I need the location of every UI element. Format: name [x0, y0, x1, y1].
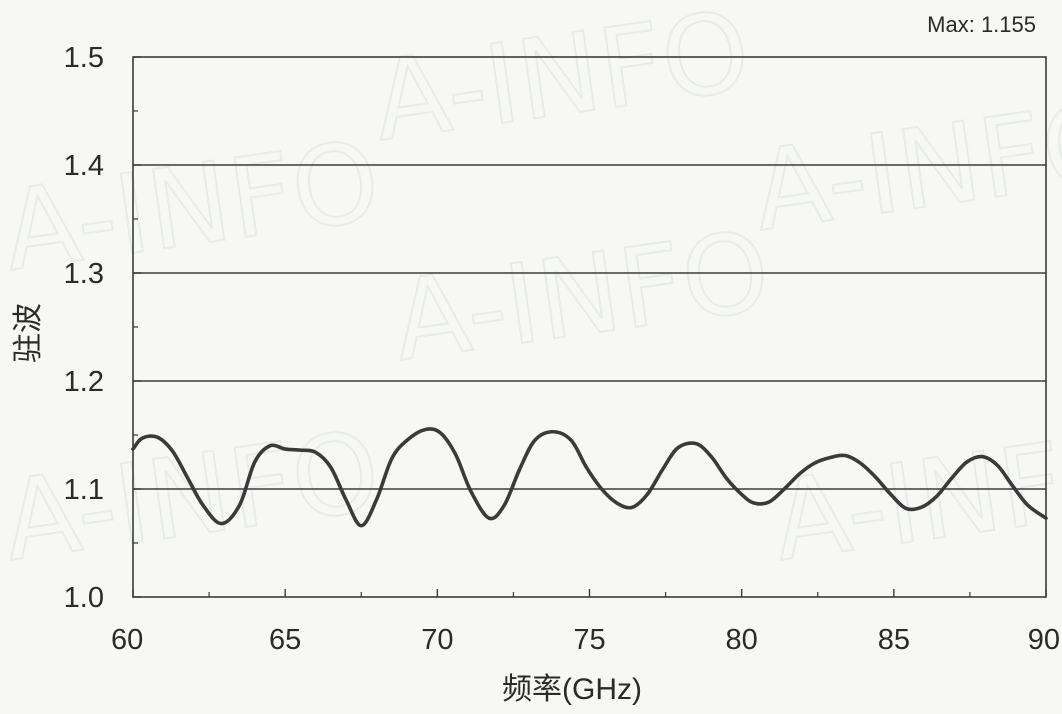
svg-text:A-INFO: A-INFO: [746, 77, 1062, 256]
x-tick-label: 65: [269, 624, 301, 656]
x-tick-label: 60: [111, 624, 143, 656]
y-axis-title: 驻波: [12, 303, 45, 363]
x-tick-label: 75: [573, 624, 605, 656]
y-tick-label: 1.3: [64, 258, 104, 290]
y-tick-label: 1.0: [64, 582, 104, 614]
x-tick-label: 80: [726, 624, 758, 656]
x-tick-label: 90: [1028, 624, 1060, 656]
y-tick-label: 1.5: [64, 42, 104, 74]
y-tick-label: 1.1: [64, 474, 104, 506]
vswr-series-line: [131, 427, 1048, 528]
watermark: A-INFO A-INFO A-INFO A-INFO A-INFO A-INF…: [0, 0, 1062, 587]
svg-text:A-INFO: A-INFO: [386, 207, 777, 386]
x-axis-title: 频率(GHz): [502, 673, 642, 706]
max-value-label: Max: 1.155: [927, 12, 1036, 37]
y-tick-label: 1.2: [64, 366, 104, 398]
svg-text:A-INFO: A-INFO: [0, 407, 387, 586]
y-tick-label: 1.4: [64, 150, 104, 182]
svg-text:A-INFO: A-INFO: [0, 117, 387, 296]
x-tick-label: 85: [878, 624, 910, 656]
x-tick-label: 70: [421, 624, 453, 656]
svg-text:A-INFO: A-INFO: [766, 407, 1062, 586]
svg-text:A-INFO: A-INFO: [366, 0, 757, 166]
